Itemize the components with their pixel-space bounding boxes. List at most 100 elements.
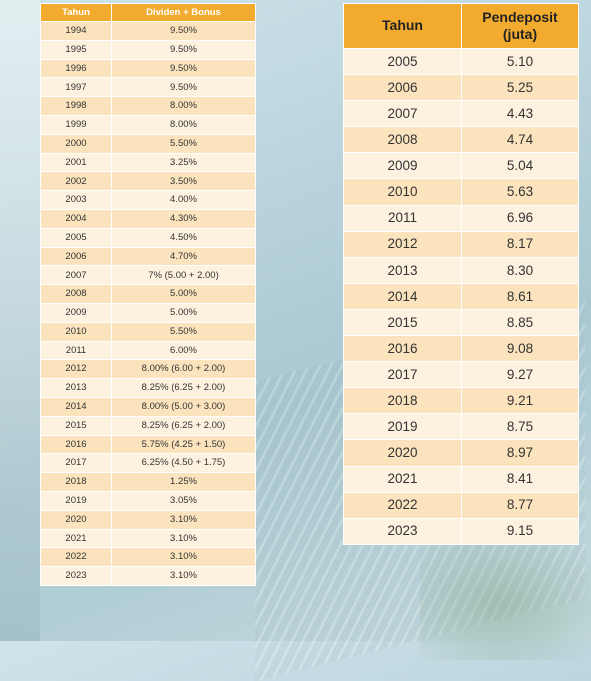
year-cell: 2001	[40, 152, 112, 173]
dividend-cell: 8.00% (5.00 + 3.00)	[111, 396, 256, 417]
depositor-count-cell: 9.15	[461, 517, 579, 545]
table-row: 2008 4.74	[343, 126, 579, 154]
table-row: 2021 3.10%	[40, 528, 256, 549]
year-cell: 2020	[40, 509, 112, 530]
dividend-cell: 3.10%	[111, 528, 256, 549]
year-cell: 2008	[40, 284, 112, 304]
year-cell: 2011	[343, 204, 462, 232]
dividend-cell: 8.00%	[111, 114, 256, 135]
table-row: 2016 9.08	[343, 335, 579, 363]
year-cell: 1997	[40, 77, 112, 98]
dividend-cell: 8.00%	[111, 96, 256, 116]
table-row: 2016 5.75% (4.25 + 1.50)	[40, 434, 256, 455]
table-row: 2023 9.15	[343, 517, 579, 545]
dividend-table-body: 1994 9.50% 1995 9.50% 1996 9.50% 1997 9.50% 1998…	[40, 21, 256, 586]
year-cell: 2016	[343, 335, 462, 363]
dividend-cell: 3.10%	[111, 509, 256, 530]
dividend-cell: 3.05%	[111, 490, 256, 511]
year-cell: 2011	[40, 340, 112, 361]
year-cell: 2023	[343, 517, 462, 545]
dividend-cell: 9.50%	[111, 58, 256, 79]
table-row: 2019 8.75	[343, 413, 579, 441]
year-cell: 2012	[343, 230, 462, 258]
dividend-cell: 4.50%	[111, 227, 256, 248]
depositor-count-cell: 4.43	[461, 100, 579, 128]
depositor-count-cell: 8.30	[461, 256, 579, 284]
year-cell: 2004	[40, 208, 112, 229]
depositor-count-cell: 8.77	[461, 491, 579, 519]
background-left-panel	[0, 0, 40, 641]
table-row: 2002 3.50%	[40, 171, 256, 192]
dividend-cell: 8.25% (6.25 + 2.00)	[111, 415, 256, 436]
dividend-cell: 3.50%	[111, 171, 256, 192]
table-row: 2005 5.10	[343, 47, 579, 76]
table-row: 2011 6.96	[343, 204, 579, 232]
depositor-header-year: Tahun	[343, 3, 462, 49]
dividend-table: Tahun Dividen + Bonus 1994 9.50% 1995 9.50%…	[40, 3, 256, 586]
table-row: 2013 8.30	[343, 256, 579, 284]
year-cell: 2016	[40, 434, 112, 455]
year-cell: 2018	[40, 472, 112, 492]
dividend-cell: 5.00%	[111, 302, 256, 323]
year-cell: 1999	[40, 114, 112, 135]
year-cell: 2021	[343, 465, 462, 493]
year-cell: 2015	[343, 308, 462, 337]
dividend-cell: 4.70%	[111, 246, 256, 267]
year-cell: 2006	[343, 74, 462, 102]
dividend-cell: 4.30%	[111, 208, 256, 229]
depositor-count-cell: 5.63	[461, 178, 579, 206]
dividend-cell: 7% (5.00 + 2.00)	[111, 265, 256, 286]
dividend-cell: 5.50%	[111, 133, 256, 154]
table-row: 1995 9.50%	[40, 39, 256, 60]
table-row: 2017 9.27	[343, 361, 579, 389]
year-cell: 2018	[343, 387, 462, 415]
depositor-header-line1: Pendeposit	[482, 8, 558, 25]
table-row: 1999 8.00%	[40, 114, 256, 135]
table-row: 2011 6.00%	[40, 340, 256, 361]
depositor-header-count: Pendeposit (juta)	[461, 3, 579, 49]
year-cell: 2002	[40, 171, 112, 192]
depositor-count-cell: 8.41	[461, 465, 579, 493]
dividend-cell: 5.00%	[111, 284, 256, 304]
table-row: 2022 8.77	[343, 491, 579, 519]
dividend-cell: 4.00%	[111, 190, 256, 210]
depositor-count-cell: 9.21	[461, 387, 579, 415]
depositor-table: Tahun Pendeposit (juta) 2005 5.10 2006 5.25…	[343, 3, 579, 545]
year-cell: 2020	[343, 439, 462, 467]
dividend-header-dividend: Dividen + Bonus	[111, 3, 256, 22]
dividend-cell: 1.25%	[111, 472, 256, 492]
table-row: 2010 5.50%	[40, 321, 256, 342]
table-row: 2017 6.25% (4.50 + 1.75)	[40, 453, 256, 474]
year-cell: 2013	[343, 256, 462, 284]
year-cell: 2019	[40, 490, 112, 511]
table-row: 2009 5.00%	[40, 302, 256, 323]
depositor-table-body: 2005 5.10 2006 5.25 2007 4.43 2008 4.74 2009 5.04…	[343, 47, 579, 545]
dividend-cell: 8.25% (6.25 + 2.00)	[111, 378, 256, 398]
depositor-count-cell: 8.97	[461, 439, 579, 467]
year-cell: 2006	[40, 246, 112, 267]
table-row: 2006 5.25	[343, 74, 579, 102]
table-row: 2005 4.50%	[40, 227, 256, 248]
table-row: 2012 8.17	[343, 230, 579, 258]
dividend-cell: 3.10%	[111, 566, 256, 586]
table-row: 2022 3.10%	[40, 547, 256, 568]
year-cell: 2008	[343, 126, 462, 154]
year-cell: 2017	[40, 453, 112, 474]
year-cell: 2017	[343, 361, 462, 389]
year-cell: 2014	[40, 396, 112, 417]
depositor-header-line2: (juta)	[502, 26, 538, 42]
year-cell: 2019	[343, 413, 462, 441]
depositor-count-cell: 6.96	[461, 204, 579, 232]
table-row: 2021 8.41	[343, 465, 579, 493]
table-row: 2003 4.00%	[40, 190, 256, 210]
table-row: 1994 9.50%	[40, 21, 256, 41]
table-row: 2015 8.25% (6.25 + 2.00)	[40, 415, 256, 436]
dividend-header-year: Tahun	[40, 3, 112, 22]
table-row: 2015 8.85	[343, 308, 579, 337]
year-cell: 1998	[40, 96, 112, 116]
table-row: 1997 9.50%	[40, 77, 256, 98]
table-row: 2008 5.00%	[40, 284, 256, 304]
depositor-count-cell: 5.25	[461, 74, 579, 102]
table-row: 2010 5.63	[343, 178, 579, 206]
table-row: 2007 4.43	[343, 100, 579, 128]
